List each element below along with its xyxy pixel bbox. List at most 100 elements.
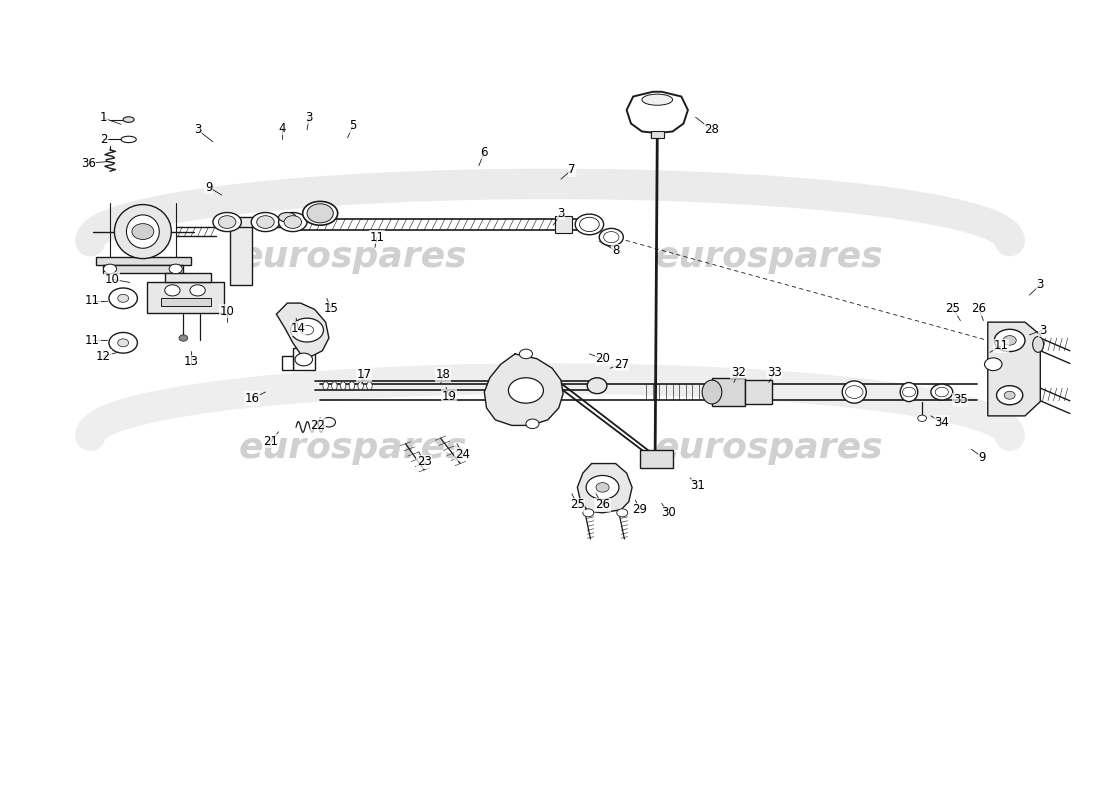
- Ellipse shape: [642, 94, 672, 106]
- Circle shape: [219, 216, 235, 229]
- Ellipse shape: [123, 117, 134, 122]
- Polygon shape: [147, 282, 224, 313]
- Polygon shape: [230, 222, 252, 285]
- Text: 30: 30: [661, 506, 675, 519]
- Circle shape: [132, 224, 154, 239]
- Ellipse shape: [213, 213, 241, 231]
- Text: 22: 22: [310, 419, 326, 432]
- Ellipse shape: [843, 381, 867, 403]
- Ellipse shape: [278, 213, 296, 222]
- Text: 25: 25: [945, 302, 960, 315]
- Ellipse shape: [575, 214, 604, 234]
- Text: 28: 28: [704, 123, 719, 136]
- Ellipse shape: [358, 382, 363, 390]
- Circle shape: [526, 419, 539, 429]
- Circle shape: [118, 339, 129, 346]
- Text: eurospares: eurospares: [239, 240, 468, 274]
- Text: eurospares: eurospares: [654, 430, 883, 465]
- Bar: [651, 131, 663, 138]
- Text: eurospares: eurospares: [654, 240, 883, 274]
- Circle shape: [103, 264, 117, 274]
- Ellipse shape: [278, 213, 307, 231]
- Circle shape: [256, 216, 274, 229]
- Text: 8: 8: [612, 244, 619, 257]
- Polygon shape: [282, 356, 293, 370]
- Circle shape: [846, 386, 864, 398]
- Text: 26: 26: [595, 498, 610, 511]
- Bar: [745, 380, 772, 404]
- Circle shape: [596, 482, 609, 492]
- Circle shape: [935, 387, 948, 397]
- Circle shape: [179, 335, 188, 342]
- Text: 11: 11: [85, 334, 100, 347]
- Text: 35: 35: [953, 394, 968, 406]
- Text: 11: 11: [370, 230, 385, 244]
- Circle shape: [169, 264, 183, 274]
- Circle shape: [586, 475, 619, 499]
- Ellipse shape: [366, 382, 372, 390]
- Polygon shape: [578, 463, 632, 513]
- Text: 14: 14: [290, 322, 306, 335]
- Polygon shape: [162, 298, 211, 306]
- Circle shape: [1003, 336, 1016, 345]
- Text: 13: 13: [184, 355, 198, 368]
- Text: 12: 12: [96, 350, 111, 363]
- Text: eurospares: eurospares: [239, 430, 468, 465]
- Circle shape: [519, 349, 532, 358]
- Text: 17: 17: [356, 368, 372, 381]
- Circle shape: [997, 386, 1023, 405]
- Text: 27: 27: [614, 358, 628, 370]
- Polygon shape: [293, 348, 315, 370]
- Polygon shape: [217, 218, 287, 227]
- Circle shape: [284, 216, 301, 229]
- Circle shape: [118, 294, 129, 302]
- Text: 29: 29: [632, 503, 647, 516]
- Text: 31: 31: [691, 479, 705, 492]
- Text: 34: 34: [934, 416, 949, 429]
- Text: 21: 21: [263, 435, 278, 448]
- Text: 3: 3: [306, 110, 312, 124]
- Circle shape: [583, 509, 594, 517]
- Circle shape: [580, 218, 600, 231]
- Text: 6: 6: [481, 146, 488, 158]
- Circle shape: [109, 288, 138, 309]
- Text: 19: 19: [442, 390, 456, 402]
- Circle shape: [984, 358, 1002, 370]
- Circle shape: [604, 231, 619, 242]
- Text: 4: 4: [278, 122, 286, 134]
- Text: 18: 18: [436, 368, 450, 381]
- Polygon shape: [165, 273, 211, 282]
- Text: 11: 11: [85, 294, 100, 307]
- Polygon shape: [627, 92, 688, 133]
- Ellipse shape: [1033, 337, 1044, 352]
- Circle shape: [902, 387, 915, 397]
- Text: 33: 33: [767, 366, 782, 378]
- Text: 15: 15: [323, 302, 339, 315]
- Polygon shape: [96, 257, 191, 265]
- Ellipse shape: [349, 382, 354, 390]
- Bar: [640, 450, 672, 467]
- Text: 5: 5: [350, 119, 356, 133]
- Text: 23: 23: [417, 455, 431, 469]
- Ellipse shape: [323, 382, 329, 390]
- Polygon shape: [484, 354, 563, 426]
- Circle shape: [290, 318, 323, 342]
- Circle shape: [994, 330, 1025, 351]
- Text: 7: 7: [568, 163, 575, 176]
- Polygon shape: [276, 303, 329, 356]
- Text: 10: 10: [104, 273, 120, 286]
- Circle shape: [165, 285, 180, 296]
- Text: 16: 16: [245, 392, 260, 405]
- Ellipse shape: [126, 215, 160, 248]
- Ellipse shape: [251, 213, 279, 231]
- Text: 2: 2: [100, 133, 107, 146]
- Ellipse shape: [900, 382, 917, 402]
- Ellipse shape: [931, 384, 953, 400]
- Text: 3: 3: [558, 207, 564, 220]
- Ellipse shape: [302, 202, 338, 226]
- Text: 36: 36: [80, 157, 96, 170]
- Polygon shape: [103, 265, 184, 273]
- Text: 3: 3: [1038, 323, 1046, 337]
- Text: 24: 24: [455, 447, 470, 461]
- Circle shape: [508, 378, 543, 403]
